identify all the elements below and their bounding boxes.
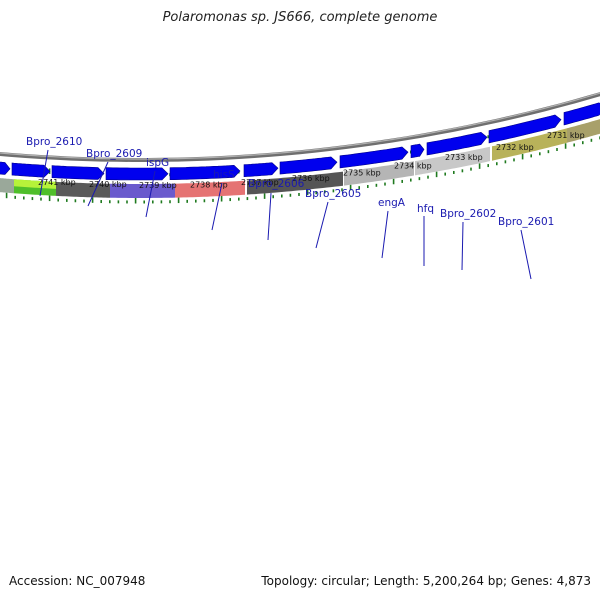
kbp-label: 2740 kbp: [89, 180, 127, 189]
gene-feature-block: [492, 128, 567, 161]
gene-label: ispG: [146, 157, 169, 169]
kbp-label: 2739 kbp: [139, 181, 177, 190]
leader-line: [39, 149, 49, 197]
genome-summary-text: Topology: circular; Length: 5,200,264 bp…: [261, 574, 591, 588]
leader-line: [87, 161, 109, 207]
kbp-label: 2736 kbp: [292, 174, 330, 183]
gene-label: hisS: [213, 169, 235, 181]
gene-feature-block: [567, 119, 600, 143]
gene-label: Bpro_2609: [86, 148, 142, 160]
gene-feature-block: [110, 183, 175, 198]
gene-label: Bpro_2605: [305, 188, 361, 200]
cds-arrow: [279, 156, 338, 175]
cds-arrow: [563, 102, 600, 126]
gene-feature-block: [56, 181, 110, 198]
feature-track: [0, 119, 600, 198]
leader-line: [211, 182, 223, 231]
cds-arrow: [0, 161, 11, 175]
gene-feature-block: [14, 179, 56, 189]
gene-feature-block: [415, 158, 430, 176]
kbp-label: 2741 kbp: [38, 178, 76, 187]
gene-label: engA: [378, 197, 406, 209]
gene-feature-block: [344, 161, 414, 186]
cds-track: [0, 102, 600, 181]
cds-arrow: [410, 143, 425, 159]
leader-line: [520, 229, 532, 280]
kbp-labels: 2741 kbp 2740 kbp 2739 kbp 2738 kbp 2737 kbp…: [38, 131, 585, 190]
kbp-label: 2731 kbp: [547, 131, 585, 140]
accession-text: Accession: NC_007948: [9, 574, 146, 588]
gene-feature-block: [247, 171, 343, 195]
gene-label: Bpro_2602: [440, 208, 496, 220]
leader-line: [267, 192, 272, 241]
backbone-highlight: [0, 92, 600, 160]
kbp-label: 2735 kbp: [343, 169, 381, 178]
cds-arrow: [169, 164, 241, 180]
cds-arrow: [11, 162, 51, 178]
cds-arrow: [426, 131, 488, 156]
gene-labels: Bpro_2610Bpro_2609ispGhisSBpro_2606Bpro_…: [26, 136, 554, 280]
gene-label: Bpro_2601: [498, 216, 554, 228]
leader-line: [145, 170, 156, 218]
cds-arrow: [243, 162, 279, 178]
gene-feature-block: [430, 146, 490, 173]
gene-label: Bpro_2610: [26, 136, 82, 148]
backbone-line: [0, 92, 600, 162]
map-title: Polaromonas sp. JS666, complete genome: [162, 10, 438, 25]
leader-line: [461, 221, 464, 271]
outer-tick-track: [5, 136, 600, 204]
cds-arrow: [488, 114, 562, 144]
kbp-label: 2734 kbp: [394, 162, 432, 171]
leader-line: [381, 210, 389, 259]
leader-line: [315, 201, 329, 249]
cds-arrow: [339, 146, 409, 169]
gene-label: hfq: [417, 203, 434, 215]
kbp-label: 2732 kbp: [496, 143, 534, 152]
kbp-label: 2737 kbp: [241, 178, 279, 187]
gene-feature-block: [0, 178, 14, 194]
gene-label: Bpro_2606: [248, 178, 305, 190]
kbp-label: 2733 kbp: [445, 153, 483, 162]
gene-feature-block: [175, 180, 245, 198]
backbone: [0, 92, 600, 162]
cds-arrow: [51, 165, 105, 180]
cds-arrow: [105, 167, 169, 181]
kbp-label: 2738 kbp: [190, 180, 228, 189]
